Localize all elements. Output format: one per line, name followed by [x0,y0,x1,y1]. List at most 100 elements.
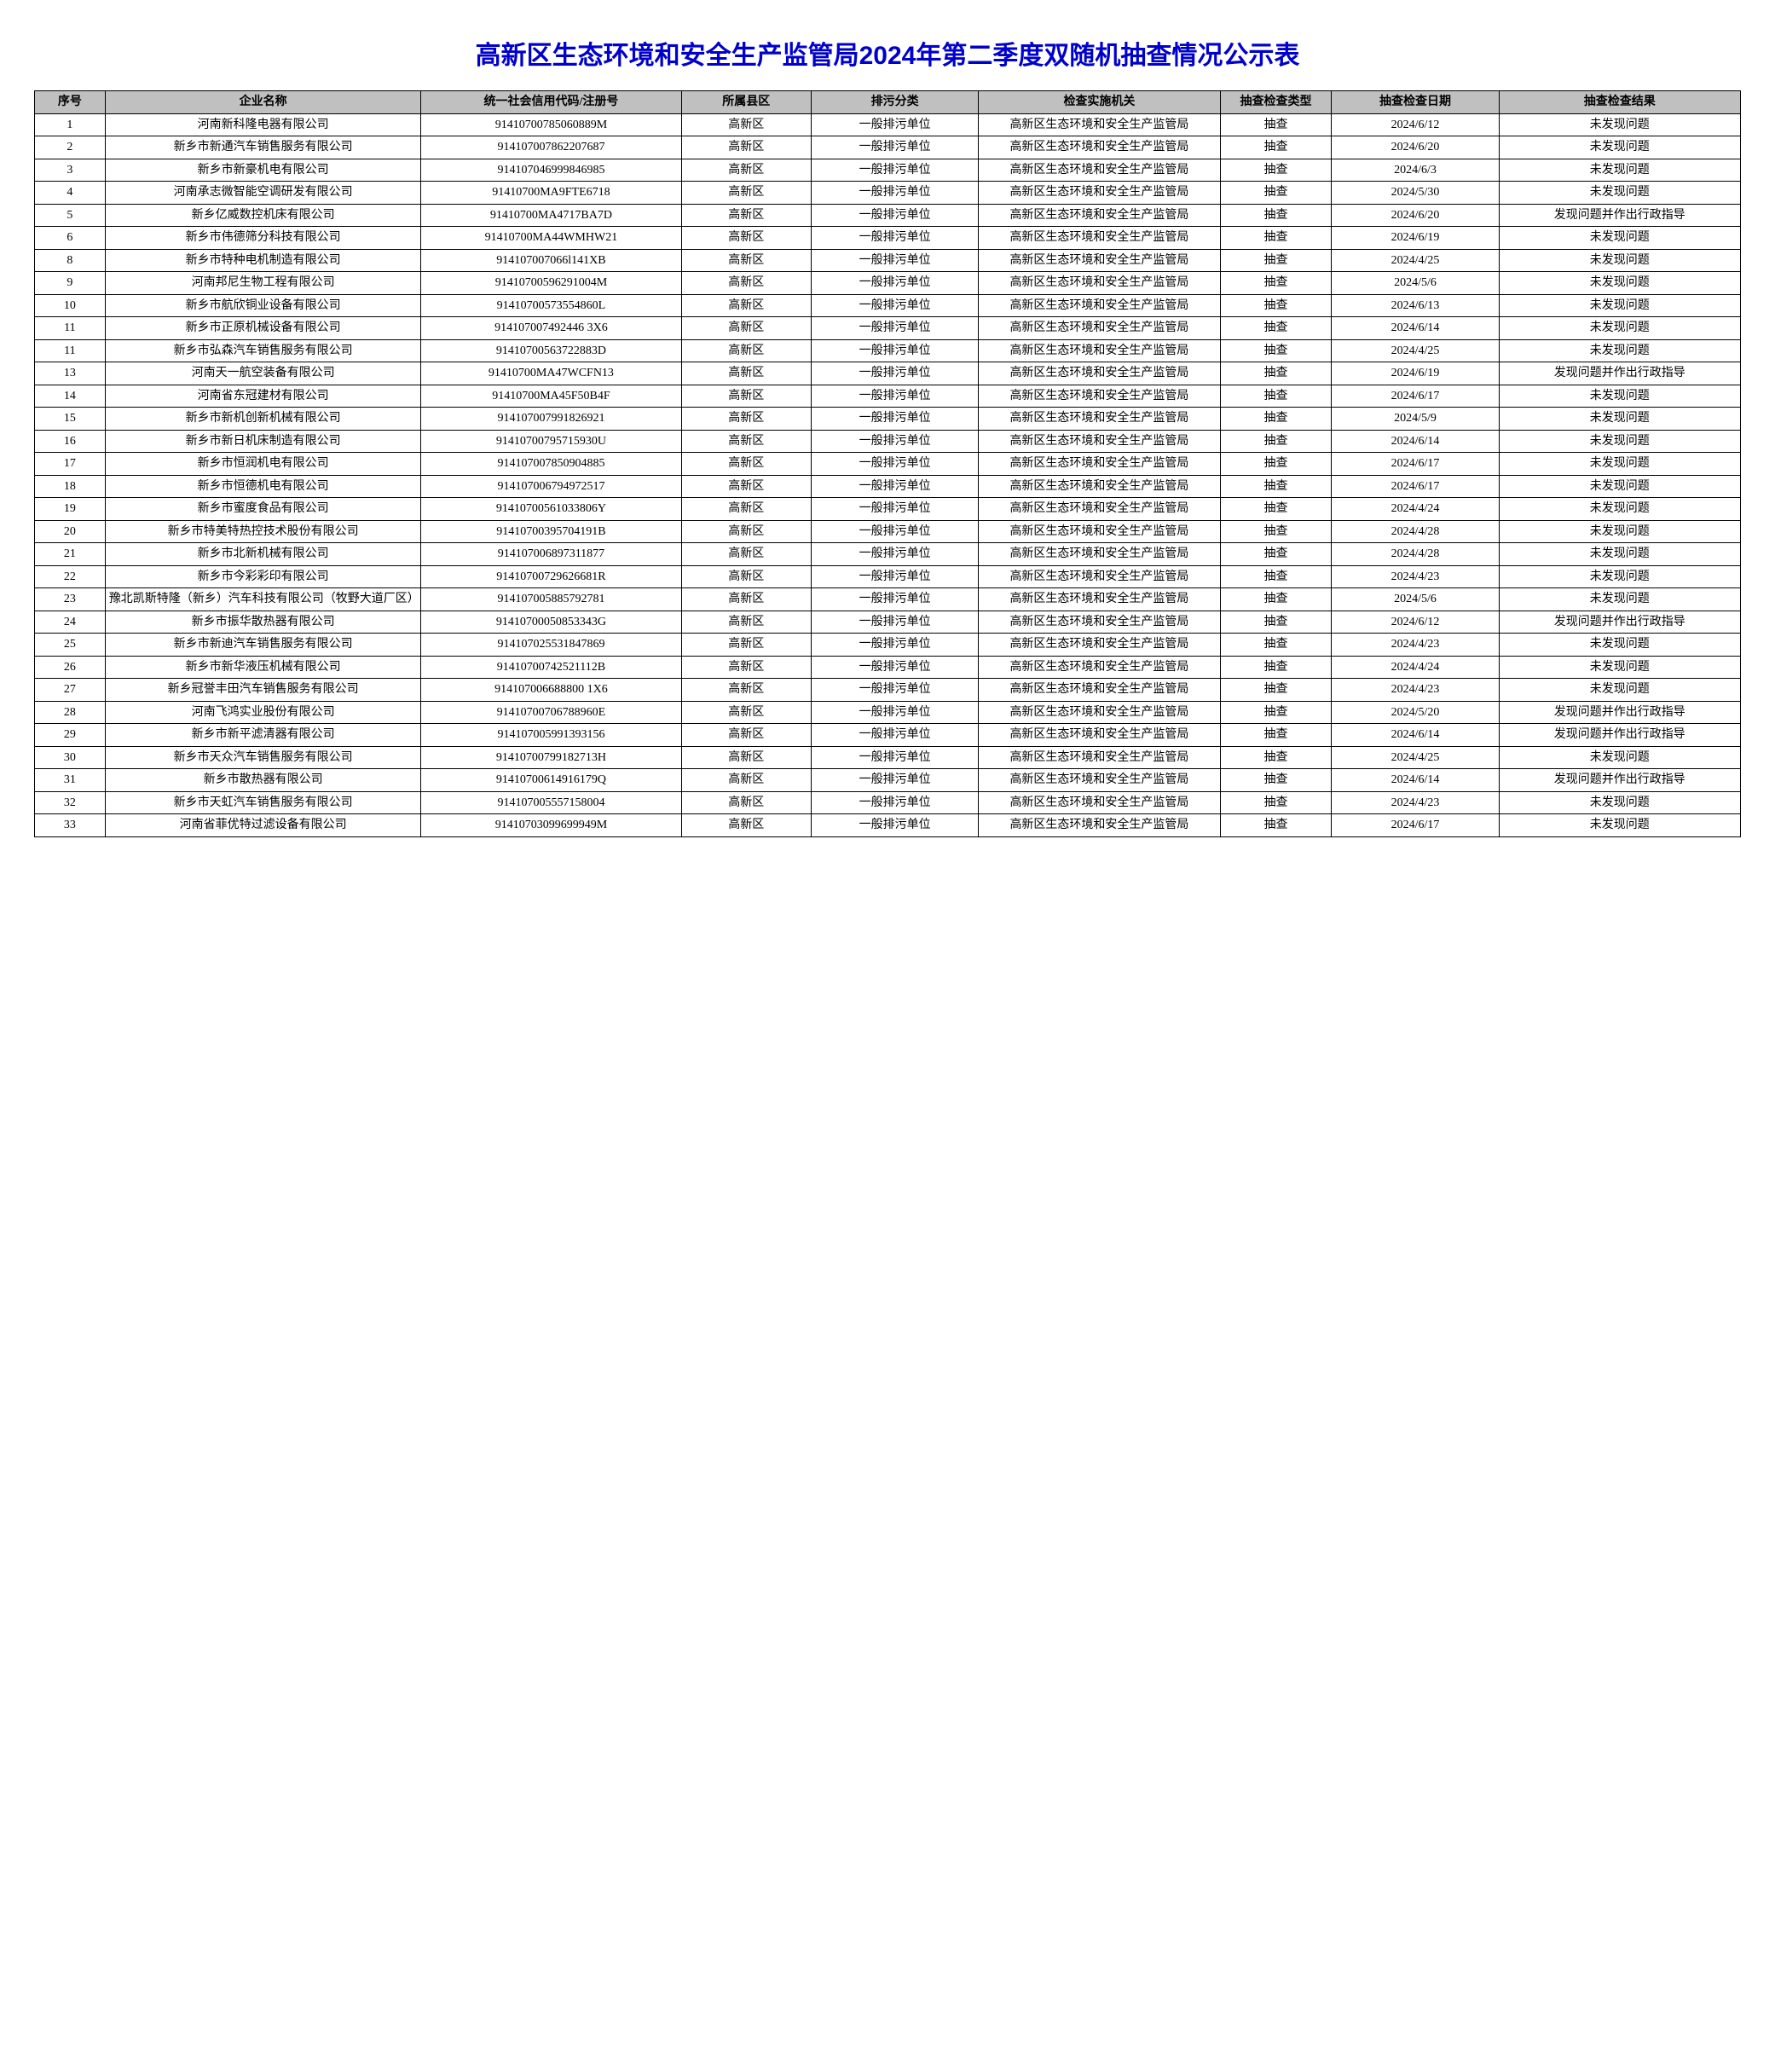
table-cell: 14 [35,385,106,408]
table-cell: 2024/6/19 [1332,227,1499,250]
table-row: 14河南省东冠建材有限公司91410700MA45F50B4F高新区一般排污单位… [35,385,1741,408]
table-cell: 914107046999846985 [421,159,681,182]
table-cell: 未发现问题 [1499,159,1740,182]
table-cell: 抽查 [1220,475,1332,498]
table-cell: 抽查 [1220,227,1332,250]
table-cell: 28 [35,701,106,724]
table-cell: 高新区生态环境和安全生产监管局 [979,317,1220,340]
table-cell: 2024/4/23 [1332,634,1499,657]
table-cell: 一般排污单位 [812,498,979,521]
table-cell: 17 [35,453,106,476]
table-cell: 914107005991393156 [421,724,681,747]
table-cell: 91410700799182713H [421,746,681,769]
table-cell: 2024/6/17 [1332,475,1499,498]
table-cell: 河南省菲优特过滤设备有限公司 [105,814,421,837]
table-cell: 抽查 [1220,769,1332,792]
table-cell: 91410700561033806Y [421,498,681,521]
table-cell: 高新区 [681,656,812,679]
table-cell: 新乡市振华散热器有限公司 [105,611,421,634]
table-cell: 91410700563722883D [421,339,681,362]
table-cell: 1 [35,113,106,136]
table-cell: 未发现问题 [1499,136,1740,159]
table-cell: 27 [35,679,106,702]
table-cell: 抽查 [1220,182,1332,205]
table-row: 22新乡市今彩彩印有限公司91410700729626681R高新区一般排污单位… [35,565,1741,588]
table-cell: 高新区生态环境和安全生产监管局 [979,498,1220,521]
table-cell: 高新区生态环境和安全生产监管局 [979,634,1220,657]
table-cell: 11 [35,317,106,340]
table-cell: 2024/4/28 [1332,543,1499,566]
table-cell: 高新区 [681,317,812,340]
table-cell: 2024/4/24 [1332,656,1499,679]
table-cell: 一般排污单位 [812,249,979,272]
table-cell: 高新区生态环境和安全生产监管局 [979,113,1220,136]
table-cell: 高新区生态环境和安全生产监管局 [979,565,1220,588]
table-cell: 91410700050853343G [421,611,681,634]
table-cell: 新乡市散热器有限公司 [105,769,421,792]
table-cell: 91410700573554860L [421,294,681,317]
table-cell: 2024/6/13 [1332,294,1499,317]
table-cell: 91410700785060889M [421,113,681,136]
table-cell: 未发现问题 [1499,294,1740,317]
table-cell: 高新区 [681,136,812,159]
table-cell: 抽查 [1220,339,1332,362]
table-cell: 高新区 [681,113,812,136]
table-row: 23豫北凯斯特隆（新乡）汽车科技有限公司（牧野大道厂区）914107005885… [35,588,1741,611]
table-cell: 高新区生态环境和安全生产监管局 [979,475,1220,498]
table-cell: 2024/5/20 [1332,701,1499,724]
table-cell: 抽查 [1220,634,1332,657]
table-cell: 2024/5/9 [1332,408,1499,431]
table-cell: 2024/4/25 [1332,249,1499,272]
table-cell: 一般排污单位 [812,113,979,136]
table-cell: 3 [35,159,106,182]
table-cell: 未发现问题 [1499,565,1740,588]
table-cell: 抽查 [1220,520,1332,543]
table-cell: 一般排污单位 [812,430,979,453]
table-cell: 一般排污单位 [812,182,979,205]
table-cell: 2024/4/23 [1332,565,1499,588]
table-cell: 914107005557158004 [421,791,681,814]
table-cell: 未发现问题 [1499,227,1740,250]
table-cell: 未发现问题 [1499,339,1740,362]
table-cell: 河南邦尼生物工程有限公司 [105,272,421,295]
table-cell: 抽查 [1220,294,1332,317]
table-cell: 抽查 [1220,701,1332,724]
table-cell: 新乡市北新机械有限公司 [105,543,421,566]
table-row: 4河南承志微智能空调研发有限公司91410700MA9FTE6718高新区一般排… [35,182,1741,205]
table-cell: 抽查 [1220,204,1332,227]
table-cell: 河南新科隆电器有限公司 [105,113,421,136]
table-cell: 未发现问题 [1499,588,1740,611]
table-cell: 4 [35,182,106,205]
table-cell: 抽查 [1220,565,1332,588]
table-cell: 河南省东冠建材有限公司 [105,385,421,408]
table-cell: 抽查 [1220,272,1332,295]
table-row: 17新乡市恒润机电有限公司914107007850904885高新区一般排污单位… [35,453,1741,476]
table-cell: 新乡市新日机床制造有限公司 [105,430,421,453]
table-cell: 一般排污单位 [812,136,979,159]
table-cell: 一般排污单位 [812,746,979,769]
table-cell: 高新区生态环境和安全生产监管局 [979,430,1220,453]
table-cell: 91410700742521112B [421,656,681,679]
table-cell: 91410700706788960E [421,701,681,724]
table-cell: 91410700614916179Q [421,769,681,792]
table-cell: 一般排污单位 [812,543,979,566]
table-cell: 2024/6/12 [1332,113,1499,136]
table-cell: 30 [35,746,106,769]
table-cell: 未发现问题 [1499,679,1740,702]
table-cell: 914107005885792781 [421,588,681,611]
table-cell: 91410700795715930U [421,430,681,453]
table-cell: 2024/6/14 [1332,317,1499,340]
table-cell: 2024/4/23 [1332,791,1499,814]
table-cell: 高新区 [681,408,812,431]
th-dist: 所属县区 [681,91,812,114]
table-cell: 24 [35,611,106,634]
table-cell: 新乡市新豪机电有限公司 [105,159,421,182]
table-cell: 91410703099699949M [421,814,681,837]
table-cell: 一般排污单位 [812,724,979,747]
table-cell: 一般排污单位 [812,611,979,634]
table-cell: 高新区生态环境和安全生产监管局 [979,588,1220,611]
table-cell: 一般排污单位 [812,453,979,476]
table-row: 11新乡市弘森汽车销售服务有限公司91410700563722883D高新区一般… [35,339,1741,362]
table-cell: 914107007991826921 [421,408,681,431]
table-cell: 高新区 [681,746,812,769]
